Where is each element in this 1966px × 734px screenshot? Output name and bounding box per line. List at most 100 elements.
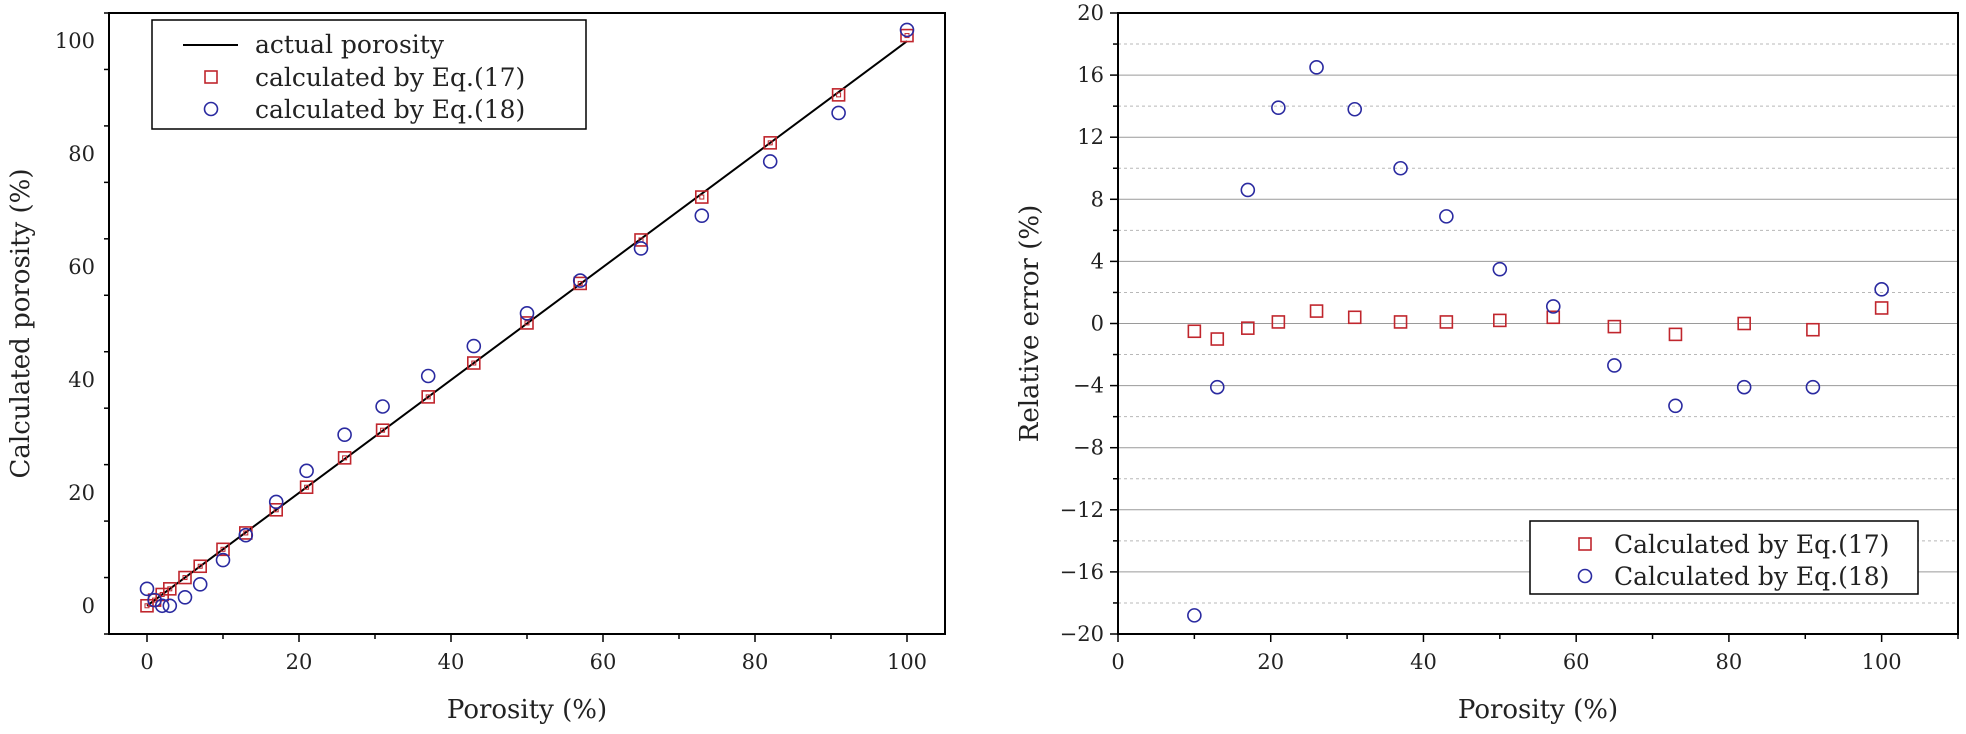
eq18-point <box>694 208 710 223</box>
eq17-point-inner <box>699 194 705 200</box>
y-tick-label: 20 <box>1077 1 1104 25</box>
x-axis-label: Porosity (%) <box>1458 695 1618 725</box>
eq18-point <box>215 552 231 568</box>
legend-label: Calculated by Eq.(17) <box>1614 530 1889 559</box>
eq18-point <box>1309 60 1324 75</box>
eq17-point-inner <box>836 92 842 98</box>
eq18-point <box>177 590 193 605</box>
x-tick-label: 0 <box>140 650 153 674</box>
x-tick-label: 100 <box>887 650 927 674</box>
eq17-point <box>1668 327 1683 342</box>
x-tick-label: 20 <box>286 650 313 674</box>
eq17-point-inner <box>380 427 386 433</box>
eq18-point <box>268 494 284 510</box>
eq18-point <box>337 427 352 443</box>
y-tick-label: 4 <box>1091 249 1104 273</box>
eq18-point <box>1607 358 1622 373</box>
y-axis-label: Relative error (%) <box>1015 205 1045 442</box>
eq17-point-inner <box>197 563 203 569</box>
x-tick-label: 100 <box>1862 650 1902 674</box>
y-tick-label: −4 <box>1073 374 1104 398</box>
eq17-point <box>831 88 846 102</box>
eq18-point <box>1668 398 1683 414</box>
eq17-point-inner <box>304 484 310 490</box>
eq17-point <box>375 423 390 437</box>
eq18-point <box>1492 261 1508 277</box>
x-axis-label: Porosity (%) <box>447 695 607 725</box>
y-tick-label: 20 <box>68 481 95 505</box>
y-tick-label: 0 <box>1091 312 1104 336</box>
eq17-point <box>1309 304 1324 318</box>
eq17-point <box>1393 315 1408 329</box>
eq18-point <box>375 399 390 414</box>
x-tick-label: 0 <box>1111 650 1124 674</box>
eq17-point-inner <box>220 546 226 552</box>
y-tick-label: 16 <box>1077 63 1104 87</box>
eq18-point <box>519 306 535 321</box>
eq17-point <box>269 502 284 517</box>
eq18-point <box>633 241 649 256</box>
eq18-point <box>1240 182 1256 198</box>
x-tick-label: 60 <box>1563 650 1590 674</box>
eq17-point-inner <box>182 575 188 581</box>
eq18-point <box>238 527 254 543</box>
legend-right <box>1529 520 1919 595</box>
eq17-point <box>634 233 648 247</box>
left-plot <box>104 12 946 642</box>
y-tick-label: −12 <box>1060 498 1104 522</box>
eq17-point <box>1493 313 1507 328</box>
eq17-point <box>1187 324 1202 339</box>
legend-left <box>151 19 587 130</box>
y-tick-label: 100 <box>55 29 95 53</box>
eq18-point <box>1209 379 1225 395</box>
eq17-point-inner <box>243 530 249 536</box>
eq17-point <box>763 136 778 150</box>
eq18-point <box>1874 282 1889 297</box>
eq17-point <box>1271 315 1286 329</box>
legend-label: calculated by Eq.(18) <box>255 95 525 124</box>
eq17-point <box>421 390 436 404</box>
x-tick-label: 80 <box>742 650 769 674</box>
eq17-point <box>1347 310 1362 325</box>
eq18-point <box>762 154 778 169</box>
legend-label: calculated by Eq.(17) <box>255 63 525 92</box>
eq17-point-inner <box>167 586 173 592</box>
eq17-point <box>1241 321 1255 335</box>
eq18-point <box>154 598 170 614</box>
y-tick-label: 0 <box>82 594 95 618</box>
eq17-point <box>1546 310 1561 325</box>
actual-porosity-line <box>146 40 908 607</box>
eq17-point-inner <box>577 280 583 286</box>
x-tick-label: 40 <box>1410 650 1437 674</box>
legend-circle-icon <box>203 101 219 117</box>
eq18-point <box>572 273 588 288</box>
eq18-point <box>1736 379 1752 395</box>
x-tick-label: 20 <box>1257 650 1284 674</box>
eq17-point <box>337 451 352 465</box>
eq18-point <box>299 463 314 479</box>
eq17-point-inner <box>471 360 477 366</box>
eq17-point-inner <box>342 455 348 461</box>
eq17-point <box>299 480 314 495</box>
eq17-point <box>520 316 534 330</box>
eq18-point <box>831 105 846 121</box>
eq18-point <box>1545 299 1561 314</box>
eq17-point <box>1737 316 1751 331</box>
legend-label: Calculated by Eq.(18) <box>1614 562 1889 591</box>
y-tick-label: 40 <box>68 368 95 392</box>
y-tick-label: −8 <box>1073 436 1104 460</box>
legend-box <box>1529 520 1919 595</box>
eq18-point <box>466 338 482 354</box>
y-tick-label: 60 <box>68 255 95 279</box>
y-tick-label: 12 <box>1077 125 1104 149</box>
y-tick-label: −16 <box>1060 560 1104 584</box>
right-plot <box>1110 12 1959 642</box>
eq17-point <box>1607 319 1622 334</box>
eq17-point <box>178 570 192 585</box>
x-tick-label: 80 <box>1716 650 1743 674</box>
eq17-point-inner <box>425 394 431 400</box>
eq17-point <box>193 559 207 574</box>
eq17-point <box>1874 301 1889 315</box>
eq18-point <box>162 598 178 614</box>
